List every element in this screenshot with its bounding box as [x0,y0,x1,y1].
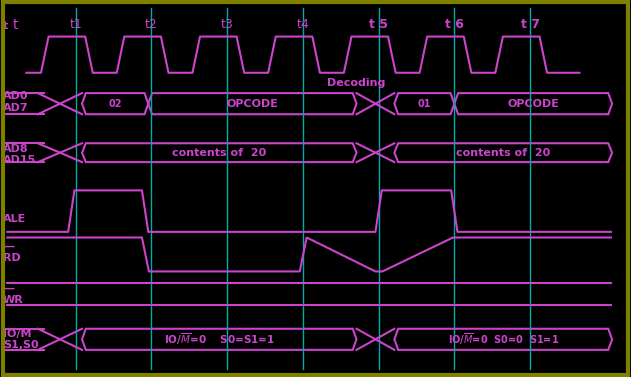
Text: t4: t4 [297,18,309,31]
Text: t 5: t 5 [369,18,388,31]
Text: 01: 01 [418,99,431,109]
Text: OPCODE: OPCODE [227,99,278,109]
Text: ALE: ALE [3,214,27,224]
Text: —
RD: — RD [3,242,21,264]
Text: AD0
AD7: AD0 AD7 [3,91,29,113]
Text: t: t [13,17,18,32]
Text: —
WR: — WR [3,283,24,305]
Text: t 7: t 7 [521,18,540,31]
Text: t: t [3,21,8,31]
Text: OPCODE: OPCODE [507,99,559,109]
Text: IO/$\overline{M}$=0    S0=S1=1: IO/$\overline{M}$=0 S0=S1=1 [164,331,274,347]
Text: contents of  20: contents of 20 [172,148,266,158]
Text: AD8
AD15: AD8 AD15 [3,144,37,166]
Text: t3: t3 [221,18,233,31]
Text: IO/Μ
S1,S0: IO/Μ S1,S0 [3,328,38,350]
Text: 02: 02 [109,99,122,109]
Text: t1: t1 [69,18,82,31]
Text: contents of  20: contents of 20 [456,148,550,158]
Text: Decoding: Decoding [327,78,386,88]
Text: t 6: t 6 [445,18,464,31]
Text: IO/$\overline{M}$=0  S0=0  S1=1: IO/$\overline{M}$=0 S0=0 S1=1 [447,332,559,347]
Text: t2: t2 [145,18,158,31]
